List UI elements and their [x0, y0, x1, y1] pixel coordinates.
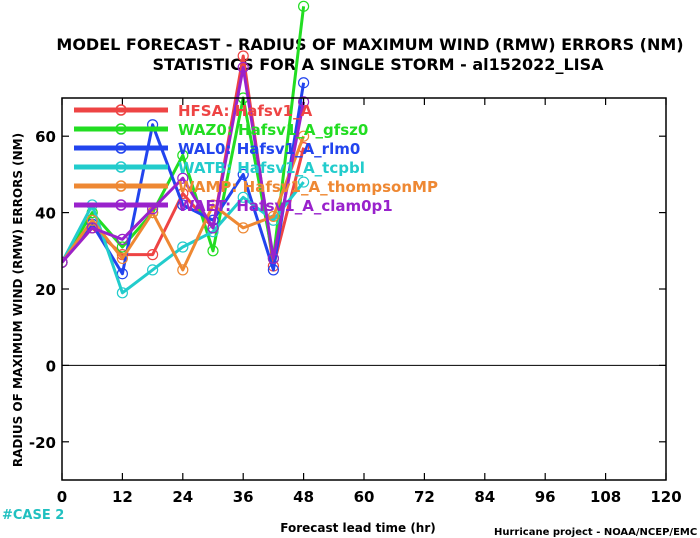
data-point-wal0: [177, 199, 189, 211]
legend-abbr: HFSA: [178, 102, 224, 120]
series-layer: [62, 0, 310, 299]
y-tick-label: 0: [46, 357, 56, 375]
x-tick-label: 72: [414, 488, 435, 506]
legend-marker-hfsa: [115, 104, 127, 116]
legend-colon: :: [227, 121, 238, 139]
data-point-wal0: [298, 77, 310, 89]
legend-label-wal0: WAL0: Hafsv1_A_rlm0: [178, 140, 360, 158]
legend-abbr: WAET: [178, 197, 227, 215]
y-tick-label: 40: [35, 205, 56, 223]
data-point-waet: [267, 252, 279, 265]
data-point-wamp: [267, 210, 279, 223]
legend-name: Hafsv1_A_clam0p1: [236, 197, 392, 215]
x-axis-ticks: 0 12 24 36 48 60 72 84 96 108 120: [57, 98, 682, 506]
data-point-waz0: [207, 245, 219, 257]
data-point-waz0: [298, 0, 310, 12]
data-point-watb: [298, 176, 310, 188]
series-line-waet: [62, 65, 306, 264]
chart-title-line1: MODEL FORECAST - RADIUS OF MAXIMUM WIND …: [56, 35, 683, 54]
data-point-waet: [177, 172, 189, 184]
data-point-waet: [116, 233, 129, 245]
data-point-wamp: [298, 130, 310, 142]
legend-label-waet: WAET: Hafsv1_A_clam0p1: [178, 197, 393, 215]
legend-label-wamp: WAMP: Hafsv1_A_thompsonMP: [178, 178, 438, 196]
data-point-waet: [298, 96, 310, 108]
data-point-waz0: [177, 149, 189, 161]
legend-abbr: WAL0: [178, 140, 225, 158]
legend-marker-waz0: [115, 123, 127, 135]
data-point-wal0: [267, 264, 279, 276]
y-tick-label: -20: [29, 434, 56, 452]
credit-label: Hurricane project - NOAA/NCEP/EMC: [494, 527, 697, 538]
series-line-wal0: [62, 82, 306, 276]
legend-colon: :: [225, 197, 236, 215]
chart-title-line2: STATISTICS FOR A SINGLE STORM - al152022…: [153, 55, 605, 74]
legend-abbr: WAZ0: [178, 121, 227, 139]
legend-name: Hafsv1_A_rlm0: [237, 140, 361, 158]
y-axis-label: RADIUS OF MAXIMUM WIND (RMW) ERRORS (NM): [11, 133, 25, 467]
legend-name: Hafsv1_A_gfsz0: [238, 121, 368, 139]
legend-marker-watb: [115, 161, 127, 173]
legend-colon: :: [226, 159, 237, 177]
x-tick-label: 12: [112, 488, 133, 506]
data-point-watb: [147, 264, 159, 276]
data-point-wamp: [237, 222, 249, 234]
data-point-hfsa: [147, 249, 159, 261]
data-point-waet: [237, 61, 249, 74]
series-line-waz0: [62, 6, 306, 264]
x-axis-label: Forecast lead time (hr): [280, 521, 436, 535]
data-point-wamp: [116, 252, 129, 265]
data-point-hfsa: [237, 50, 249, 62]
x-tick-label: 24: [172, 488, 193, 506]
data-point-wamp: [177, 264, 189, 276]
legend-marker-wal0: [115, 142, 127, 154]
x-tick-label: 0: [57, 488, 67, 506]
legend-label-waz0: WAZ0: Hafsv1_A_gfsz0: [178, 121, 368, 139]
data-point-watb: [177, 241, 189, 253]
legend-name: Hafsv1_A: [235, 102, 313, 120]
y-axis-ticks: -20 0 20 40 60: [29, 128, 666, 452]
x-tick-label: 48: [293, 488, 314, 506]
legend-name: Hafsv1_A_tcpbl: [237, 159, 365, 177]
data-point-wamp: [86, 214, 98, 226]
plot-frame: [61, 97, 667, 481]
data-point-watb: [237, 191, 249, 203]
x-tick-label: 84: [474, 488, 495, 506]
legend-marker-waet: [115, 199, 127, 211]
legend-colon: :: [224, 102, 235, 120]
legend-name: Hafsv1_A_thompsonMP: [243, 178, 438, 196]
legend-label-watb: WATB: Hafsv1_A_tcpbl: [178, 159, 365, 177]
legend-abbr: WATB: [178, 159, 226, 177]
x-tick-label: 36: [233, 488, 254, 506]
legend-marker-wamp: [115, 180, 127, 192]
y-tick-label: 60: [35, 128, 56, 146]
y-tick-label: 20: [35, 281, 56, 299]
legend-colon: :: [225, 140, 236, 158]
data-point-wal0: [237, 168, 249, 180]
x-tick-label: 60: [354, 488, 375, 506]
data-point-waet: [207, 222, 219, 234]
data-point-waet: [86, 222, 98, 234]
legend-colon: :: [231, 178, 242, 196]
data-point-waet: [62, 256, 68, 268]
data-point-watb: [116, 287, 129, 299]
case-label: #CASE 2: [2, 508, 64, 523]
legend-label-hfsa: HFSA: Hafsv1_A: [178, 102, 313, 120]
x-tick-label: 96: [535, 488, 556, 506]
legend-abbr: WAMP: [178, 178, 231, 196]
x-tick-label: 108: [590, 488, 621, 506]
x-tick-label: 120: [650, 488, 681, 506]
